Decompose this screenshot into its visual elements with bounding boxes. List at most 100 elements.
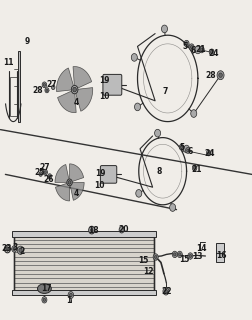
Text: 18: 18 [88,226,99,235]
Circle shape [43,298,46,301]
Text: 16: 16 [216,252,227,260]
Polygon shape [70,164,84,181]
Text: 20: 20 [118,225,129,234]
Circle shape [206,150,211,156]
Text: 5: 5 [183,42,188,51]
Circle shape [135,103,141,111]
Circle shape [185,42,188,45]
FancyBboxPatch shape [103,75,122,95]
Circle shape [173,253,176,256]
Circle shape [162,25,168,33]
Circle shape [12,246,17,252]
Text: 9: 9 [25,37,30,46]
Circle shape [89,226,95,234]
Circle shape [90,228,93,232]
Text: 25: 25 [34,168,45,177]
Circle shape [185,148,190,153]
Circle shape [71,85,78,94]
Text: 2: 2 [19,247,24,256]
Text: 23: 23 [2,244,12,253]
Text: 24: 24 [208,49,219,58]
Circle shape [46,89,48,92]
Ellipse shape [38,284,51,293]
Polygon shape [56,68,74,92]
Text: 6: 6 [188,147,193,156]
Text: 6: 6 [190,46,196,55]
Circle shape [172,251,177,258]
FancyBboxPatch shape [100,166,117,183]
Bar [12,290,156,295]
Circle shape [70,293,72,297]
Bar [12,231,156,237]
Circle shape [73,87,76,92]
Polygon shape [70,182,84,200]
Bar [14,235,154,291]
Circle shape [44,171,46,173]
Text: 10: 10 [100,92,110,100]
Circle shape [189,44,194,50]
Circle shape [200,48,203,51]
Circle shape [179,144,184,150]
Polygon shape [76,88,93,111]
Circle shape [191,110,197,117]
Circle shape [192,165,197,171]
Circle shape [43,169,47,175]
Circle shape [178,253,181,256]
Circle shape [49,175,51,178]
Text: 14: 14 [196,244,206,253]
Text: 22: 22 [161,287,172,296]
Text: 17: 17 [42,284,52,293]
Text: 28: 28 [32,86,43,95]
Circle shape [68,292,74,299]
Circle shape [136,189,142,197]
Text: 27: 27 [39,163,50,172]
Circle shape [209,49,214,55]
Bar [215,243,224,262]
Text: 3: 3 [13,243,18,252]
Circle shape [180,146,183,148]
Circle shape [188,253,193,259]
Circle shape [165,289,167,293]
Circle shape [67,179,72,186]
Circle shape [177,251,182,258]
Circle shape [210,51,213,54]
Circle shape [187,149,189,152]
Circle shape [51,85,55,90]
Circle shape [119,227,124,233]
Circle shape [7,248,8,250]
Text: 8: 8 [156,167,162,176]
Text: 26: 26 [43,175,54,184]
Circle shape [163,287,169,295]
Text: 11: 11 [3,58,13,67]
Circle shape [45,88,49,93]
Text: 27: 27 [46,80,56,89]
Circle shape [189,254,192,258]
Text: 21: 21 [195,45,206,54]
Text: 19: 19 [100,76,110,85]
Circle shape [48,174,52,179]
Circle shape [68,180,71,184]
Circle shape [208,152,210,155]
Circle shape [42,82,47,88]
Text: 13: 13 [193,252,203,261]
Text: 21: 21 [191,165,201,174]
Circle shape [154,255,157,259]
Circle shape [190,45,193,49]
Polygon shape [73,67,92,88]
Circle shape [43,83,46,86]
Circle shape [131,53,137,61]
Text: 1: 1 [66,296,71,305]
Polygon shape [55,183,70,201]
Text: 5: 5 [179,143,184,152]
Text: 24: 24 [204,149,215,158]
Text: 10: 10 [94,181,105,190]
Polygon shape [57,91,76,113]
Circle shape [219,73,222,77]
Circle shape [6,247,9,251]
Circle shape [183,145,190,153]
Circle shape [153,254,158,260]
Bar [10,77,17,116]
Text: 7: 7 [163,87,168,96]
Circle shape [217,71,224,80]
Circle shape [42,297,47,303]
